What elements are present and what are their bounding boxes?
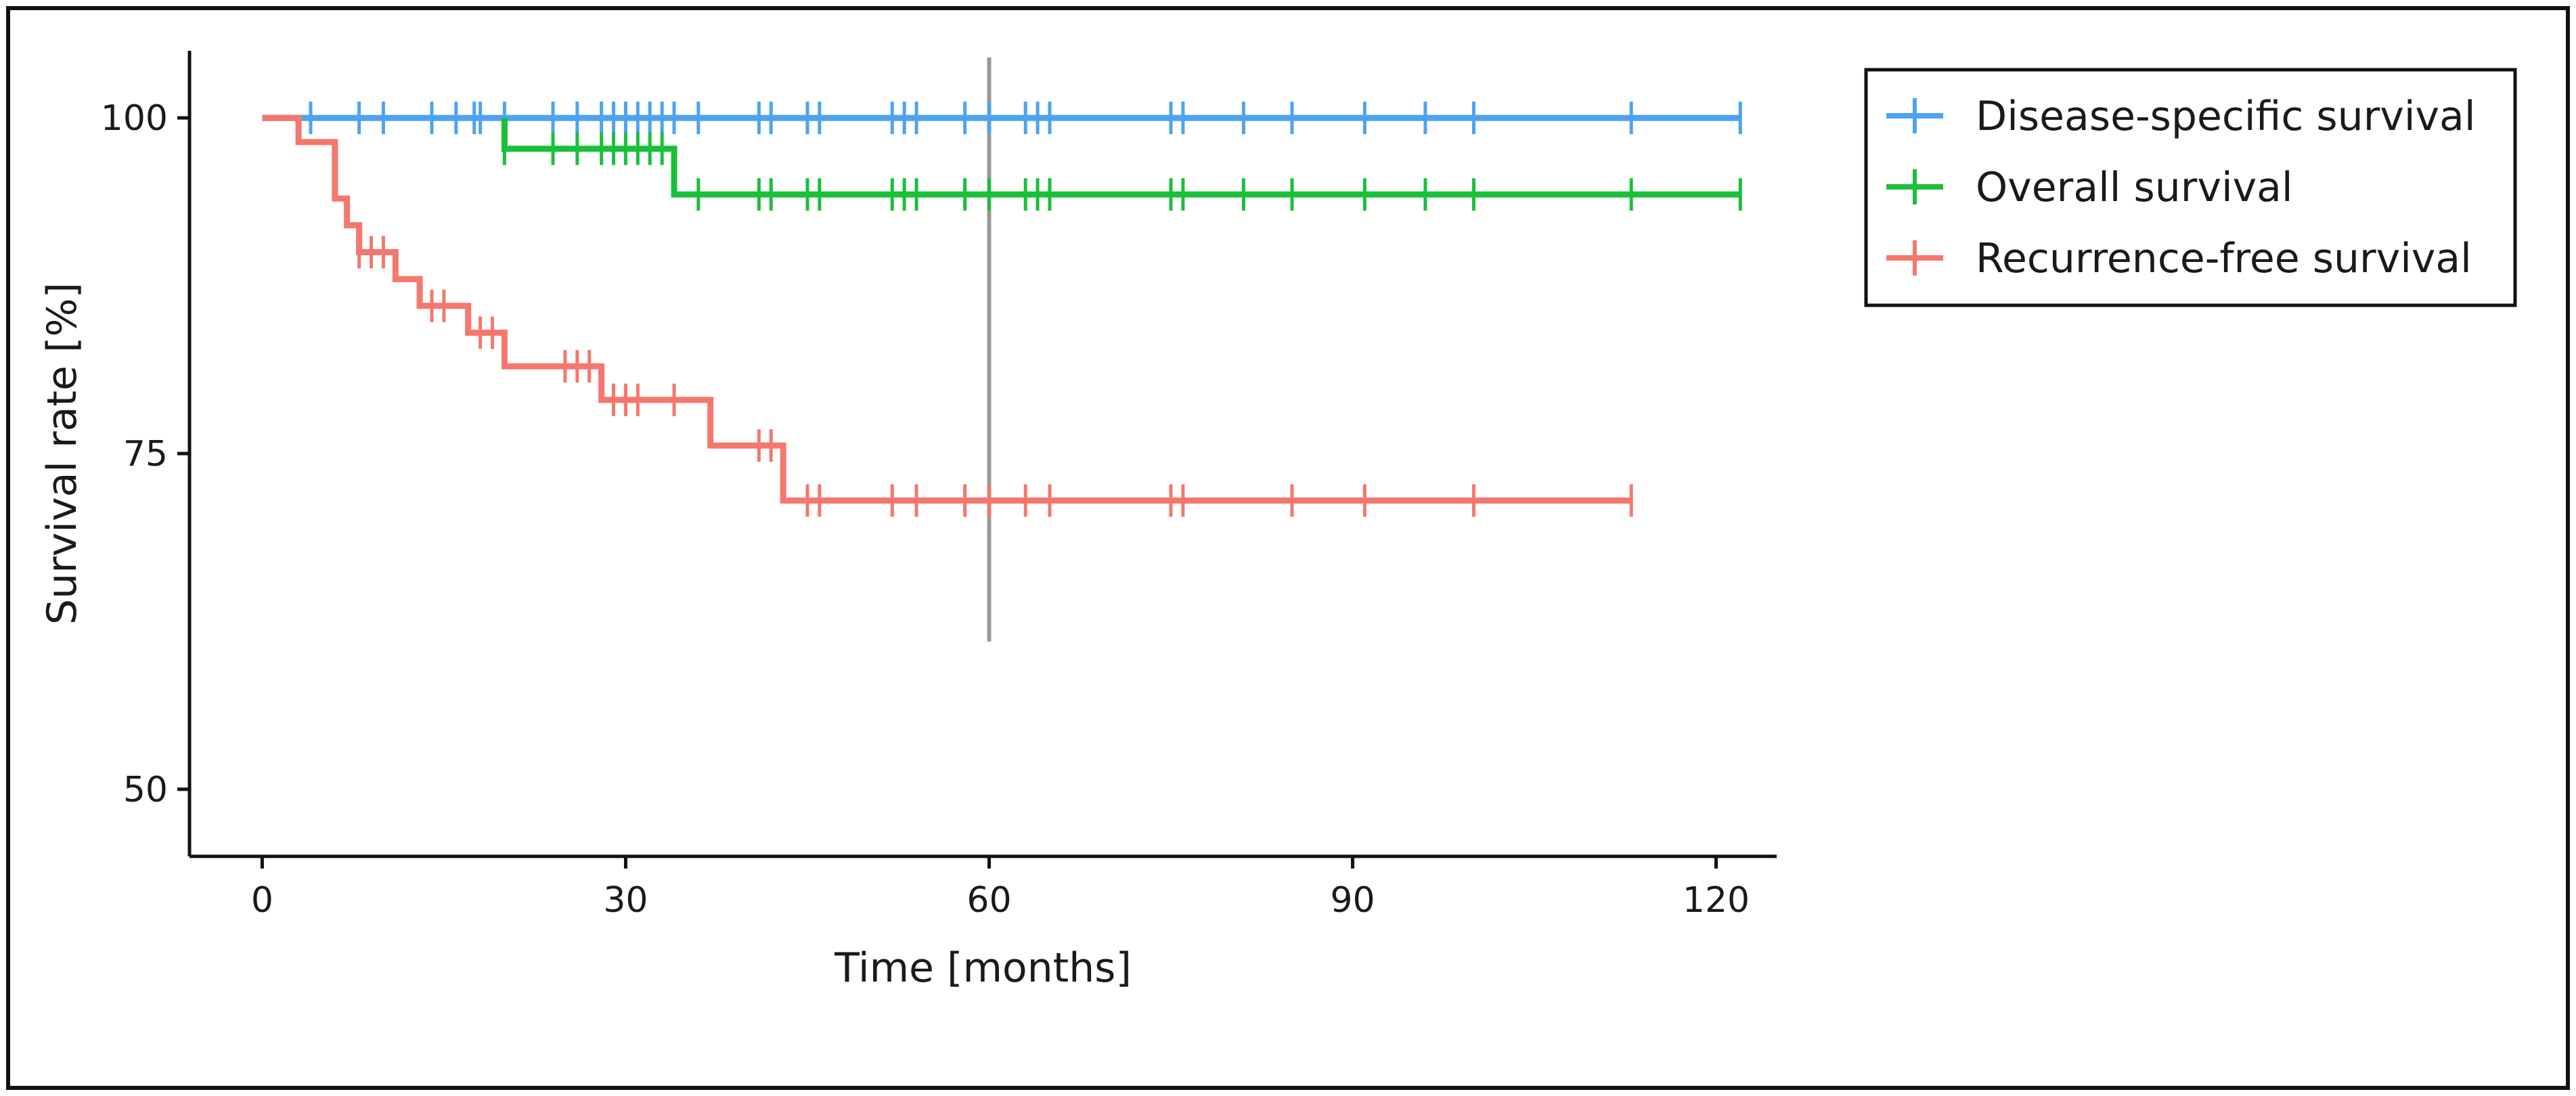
- y-tick-label: 50: [123, 770, 168, 810]
- recurrence-free-survival-series: [262, 114, 1633, 517]
- y-tick-label: 100: [101, 98, 168, 139]
- x-tick-label: 90: [1330, 880, 1375, 921]
- x-tick-label: 0: [251, 880, 273, 921]
- legend-item-recurrence-free-survival: Recurrence-free survival: [1886, 235, 2472, 282]
- x-tick-label: 30: [603, 880, 648, 921]
- legend-item-overall-survival: Overall survival: [1886, 164, 2293, 211]
- plot-area: [262, 57, 1742, 642]
- legend-item-disease-specific-survival: Disease-specific survival: [1886, 93, 2476, 140]
- x-tick-label: 60: [967, 880, 1011, 921]
- overall-survival-curve: [501, 118, 1741, 198]
- recurrence-free-survival-curve: [262, 114, 1632, 504]
- x-tick-label: 120: [1683, 880, 1750, 921]
- legend-label: Overall survival: [1976, 164, 2293, 211]
- legend: Disease-specific survival Overall surviva…: [1864, 68, 2517, 307]
- y-axis-title: Survival rate [%]: [39, 282, 86, 625]
- legend-label: Recurrence-free survival: [1976, 235, 2472, 282]
- legend-box: [1864, 68, 2517, 307]
- legend-label: Disease-specific survival: [1976, 93, 2476, 140]
- axes: 0 30 60 90 120 50 75 100 Time [months] Survival r…: [39, 51, 1777, 992]
- figure-border: [6, 6, 2570, 1090]
- x-axis-title: Time [months]: [834, 944, 1132, 992]
- disease-specific-survival-series: [262, 102, 1742, 135]
- y-tick-label: 75: [123, 434, 168, 475]
- overall-survival-series: [501, 118, 1742, 211]
